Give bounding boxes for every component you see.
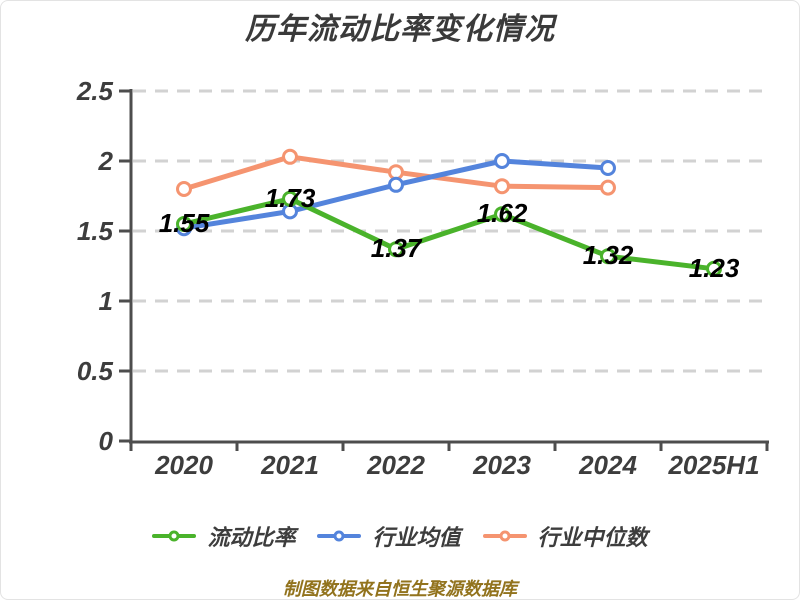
data-point-label: 1.55 xyxy=(159,208,210,238)
legend-item-1: 行业均值 xyxy=(317,520,461,552)
data-point-marker xyxy=(388,176,404,193)
data-point-label: 1.23 xyxy=(689,253,740,283)
data-point-marker xyxy=(388,164,404,181)
data-point-label: 1.62 xyxy=(477,198,528,228)
data-point-marker xyxy=(176,216,192,232)
x-tick-label: 2022 xyxy=(366,450,425,480)
data-point-marker xyxy=(388,241,404,258)
data-point-marker xyxy=(282,190,298,207)
legend-label: 行业均值 xyxy=(372,525,461,550)
data-point-marker xyxy=(600,248,616,265)
data-point-label: 1.73 xyxy=(265,183,316,213)
data-source-note: 制图数据来自恒生聚源数据库 xyxy=(283,579,517,599)
data-point-marker xyxy=(600,160,616,176)
data-point-marker xyxy=(600,179,616,196)
x-tick-label: 2023 xyxy=(472,450,531,480)
legend-line-circle-icon xyxy=(482,526,527,546)
data-point-marker xyxy=(494,153,510,169)
data-point-marker xyxy=(282,148,298,165)
x-tick-label: 2024 xyxy=(578,450,637,480)
data-point-marker xyxy=(494,206,510,223)
data-point-marker xyxy=(176,181,192,197)
series-line-0 xyxy=(181,196,717,272)
legend-line-circle-icon xyxy=(317,526,362,546)
legend-label: 流动比率 xyxy=(207,525,296,550)
y-tick-label: 0.5 xyxy=(77,356,114,386)
y-tick-label: 1.5 xyxy=(77,216,114,246)
y-tick-label: 2.5 xyxy=(76,76,114,106)
data-point-label: 1.37 xyxy=(371,233,423,263)
legend-item-0: 流动比率 xyxy=(152,520,295,552)
x-tick-label: 2025H1 xyxy=(667,450,759,480)
y-tick-label: 2 xyxy=(98,146,114,176)
x-tick-label: 2020 xyxy=(154,450,213,480)
data-point-label: 1.32 xyxy=(583,240,634,270)
x-tick-label: 2021 xyxy=(260,450,319,480)
legend-item-2: 行业中位数 xyxy=(482,520,648,552)
legend: 流动比率 行业均值 行业中位数 xyxy=(1,519,799,553)
legend-line-circle-icon xyxy=(152,526,197,546)
legend-label: 行业中位数 xyxy=(537,525,648,550)
y-tick-label: 0 xyxy=(99,426,114,456)
data-point-marker xyxy=(494,178,510,195)
data-point-marker xyxy=(706,260,722,277)
y-tick-label: 1 xyxy=(99,286,113,316)
chart-title: 历年流动比率变化情况 xyxy=(245,13,555,46)
